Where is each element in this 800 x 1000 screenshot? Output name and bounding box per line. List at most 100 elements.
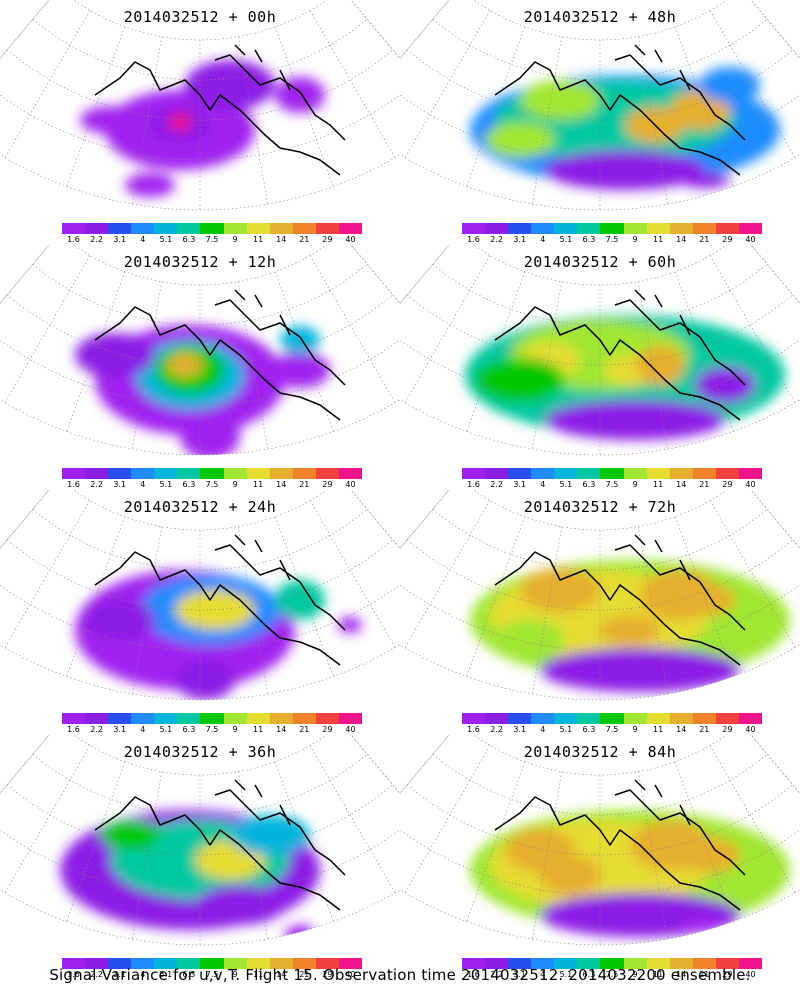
colorbar (462, 713, 763, 724)
parallel-line (406, 784, 794, 856)
colorbar-swatch (62, 713, 86, 724)
colorbar-tick-label: 3.1 (513, 235, 527, 244)
colorbar-swatch (62, 468, 86, 479)
meridian-line (709, 745, 796, 893)
variance-contour (495, 620, 565, 660)
colorbar-tick-label: 21 (299, 480, 310, 489)
colorbar-swatch (85, 713, 109, 724)
map-boundary (400, 245, 800, 456)
colorbar-swatch (623, 958, 647, 969)
meridian-line (674, 761, 734, 922)
colorbar-tick-label: 11 (653, 480, 664, 489)
colorbar-swatch (177, 468, 201, 479)
colorbar-swatch (108, 468, 132, 479)
meridian-line (309, 745, 396, 893)
colorbar-tick-label: 14 (676, 725, 687, 734)
colorbar-swatch (108, 223, 132, 234)
colorbar-tick-label: 3.1 (113, 480, 127, 489)
colorbar-tick-label: 2.2 (90, 235, 103, 244)
variance-contour (545, 150, 705, 190)
colorbar-swatch (508, 958, 532, 969)
meridian-line (274, 516, 334, 677)
variance-field (470, 810, 790, 937)
parallel-line (6, 539, 394, 611)
colorbar-tick-label: 11 (253, 235, 264, 244)
colorbar-swatch (577, 468, 601, 479)
map-plot (0, 490, 400, 701)
colorbar-swatch (669, 958, 693, 969)
meridian-line (237, 281, 269, 450)
colorbar-tick-label: 5.1 (159, 480, 173, 489)
colorbar-swatch (623, 468, 647, 479)
meridian-line (274, 761, 334, 922)
colorbar-tick-label: 40 (345, 235, 356, 244)
colorbar-tick-label: 6.3 (182, 725, 196, 734)
colorbar-swatch (715, 468, 739, 479)
map-boundary (0, 490, 400, 701)
colorbar-swatch (554, 958, 578, 969)
colorbar-swatch (223, 958, 247, 969)
meridian-line (466, 271, 526, 432)
meridian-line (531, 771, 563, 940)
variance-field (470, 67, 780, 190)
colorbar-swatch (338, 468, 363, 479)
colorbar-tick-label: 1.6 (467, 725, 480, 734)
meridian-line (237, 36, 269, 205)
parallel-line (6, 294, 394, 366)
colorbar-swatch (738, 468, 763, 479)
parallel-line (32, 263, 368, 326)
variance-contour (175, 660, 235, 700)
parallel-line (400, 339, 800, 406)
colorbar-tick-label: 1.6 (67, 235, 80, 244)
colorbar-swatch (462, 468, 486, 479)
map-plot (0, 735, 400, 946)
variance-contour (475, 358, 565, 402)
colorbar-swatch (315, 468, 339, 479)
meridian-line (637, 526, 669, 695)
meridian-line (404, 255, 491, 403)
coastline (494, 44, 746, 176)
map-plot (400, 490, 800, 701)
colorbar-swatch (600, 958, 624, 969)
variance-contour (275, 580, 325, 620)
colorbar-swatch (669, 468, 693, 479)
variance-contour (685, 585, 735, 615)
colorbar-tick-label: 1.6 (467, 235, 480, 244)
colorbar-swatch (715, 223, 739, 234)
colorbar-swatch (600, 713, 624, 724)
colorbar-tick-label: 5.1 (559, 970, 573, 979)
graticule (400, 735, 800, 945)
colorbar-tick-label: 7.5 (605, 725, 619, 734)
colorbar-tick-label: 11 (653, 970, 664, 979)
meridian-line (309, 10, 396, 158)
meridian-line (400, 0, 450, 59)
colorbar-swatch (62, 958, 86, 969)
colorbar-tick-label: 4 (140, 725, 146, 734)
colorbar-tick-label: 11 (253, 725, 264, 734)
variance-contour (285, 925, 315, 945)
colorbar-labels: 1.6 2.2 3.1 4 5.1 6.3 7.5 9 11 14 21 29 40 (62, 725, 362, 735)
colorbar-tick-label: 3.1 (113, 235, 127, 244)
colorbar (62, 468, 363, 479)
colorbar-tick-label: 6.3 (582, 725, 596, 734)
meridian-line (400, 245, 450, 304)
colorbar-tick-label: 14 (276, 235, 287, 244)
colorbar-swatch (223, 468, 247, 479)
colorbar-tick-label: 3.1 (513, 970, 527, 979)
colorbar-tick-label: 21 (699, 480, 710, 489)
colorbar-swatch (669, 223, 693, 234)
meridian-line (4, 255, 91, 403)
colorbar-tick-label: 5.1 (559, 480, 573, 489)
colorbar-swatch (715, 713, 739, 724)
variance-contour (680, 917, 720, 933)
colorbar-tick-label: 3.1 (113, 970, 127, 979)
meridian-line (404, 745, 491, 893)
map-plot (0, 0, 400, 211)
panel-title: 2014032512 + 60h (523, 253, 677, 271)
colorbar-tick-label: 6.3 (582, 970, 596, 979)
parallel-line (400, 829, 800, 896)
variance-contour (338, 617, 362, 633)
parallel-line (432, 263, 768, 326)
colorbar-tick-label: 29 (722, 480, 733, 489)
colorbar-tick-label: 2.2 (490, 480, 503, 489)
